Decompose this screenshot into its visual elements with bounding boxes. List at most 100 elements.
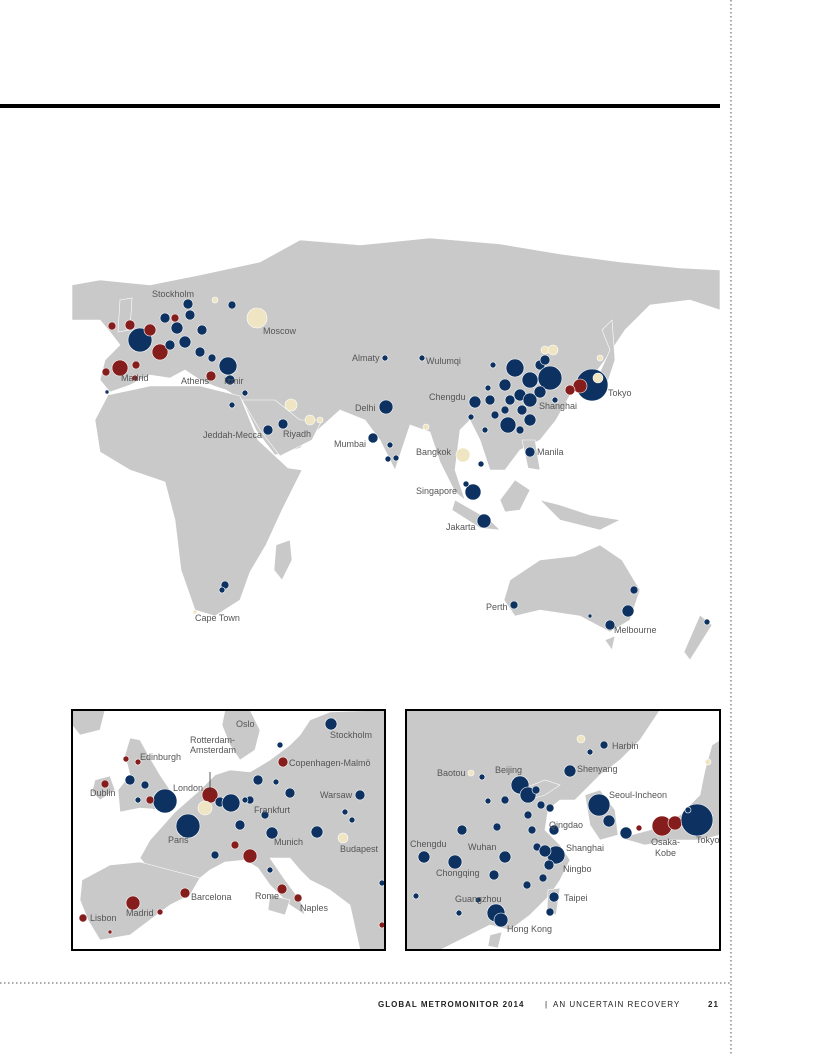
metro-marker bbox=[228, 401, 236, 409]
metro-marker bbox=[277, 756, 289, 768]
metro-marker bbox=[277, 418, 289, 430]
metro-marker bbox=[478, 773, 486, 781]
city-label: Taipei bbox=[564, 893, 588, 903]
metro-marker bbox=[587, 793, 611, 817]
metro-marker bbox=[515, 425, 525, 435]
metro-marker bbox=[218, 586, 226, 594]
metro-marker bbox=[341, 808, 349, 816]
header-rule bbox=[0, 104, 720, 108]
city-label: Naples bbox=[300, 903, 329, 913]
metro-marker bbox=[500, 795, 510, 805]
metro-marker bbox=[170, 313, 180, 323]
city-label: Munich bbox=[274, 837, 303, 847]
metro-marker bbox=[207, 353, 217, 363]
metro-marker bbox=[484, 384, 492, 392]
metro-marker bbox=[635, 824, 643, 832]
city-label: Izmir bbox=[224, 376, 244, 386]
city-label: Madrid bbox=[121, 373, 149, 383]
metro-marker bbox=[467, 413, 475, 421]
metro-marker bbox=[522, 880, 532, 890]
page-number: 21 bbox=[708, 1000, 719, 1009]
metro-marker bbox=[178, 335, 192, 349]
metro-marker bbox=[533, 385, 547, 399]
city-label: Paris bbox=[168, 835, 189, 845]
metro-marker bbox=[230, 840, 240, 850]
city-label: Hong Kong bbox=[507, 924, 552, 934]
metro-marker bbox=[304, 414, 316, 426]
metro-marker bbox=[134, 758, 142, 766]
metro-marker bbox=[548, 824, 560, 836]
metro-marker bbox=[602, 814, 616, 828]
metro-marker bbox=[539, 354, 551, 366]
asia-inset-frame bbox=[405, 709, 721, 951]
metro-marker bbox=[527, 825, 537, 835]
europe-inset-map bbox=[72, 710, 385, 950]
city-label: Budapest bbox=[340, 844, 379, 854]
metro-marker bbox=[422, 423, 430, 431]
metro-marker bbox=[276, 883, 288, 895]
city-label: Baotou bbox=[437, 768, 466, 778]
city-label: Melbourne bbox=[614, 625, 657, 635]
metro-marker bbox=[242, 848, 258, 864]
metro-marker bbox=[107, 321, 117, 331]
metro-marker bbox=[107, 929, 113, 935]
city-label: Madrid bbox=[126, 908, 154, 918]
metro-marker bbox=[284, 787, 296, 799]
metro-marker bbox=[145, 795, 155, 805]
footer-title: GLOBAL METROMONITOR 2014 bbox=[378, 1000, 524, 1009]
city-label: Osaka- bbox=[651, 837, 680, 847]
metro-marker bbox=[619, 826, 633, 840]
metro-marker bbox=[348, 816, 356, 824]
city-label: Tokyo bbox=[608, 388, 632, 398]
metro-marker bbox=[537, 365, 563, 391]
metro-marker bbox=[211, 296, 219, 304]
city-label: Qingdao bbox=[549, 820, 583, 830]
footer-subtitle: AN UNCERTAIN RECOVERY bbox=[553, 1000, 680, 1009]
metro-marker bbox=[563, 764, 577, 778]
metro-marker bbox=[131, 360, 141, 370]
metro-marker bbox=[324, 717, 338, 731]
metro-marker bbox=[170, 321, 184, 335]
metro-marker bbox=[310, 825, 324, 839]
city-label: Harbin bbox=[612, 741, 639, 751]
footer-separator: | bbox=[545, 1000, 548, 1009]
metro-marker bbox=[272, 778, 280, 786]
metro-marker bbox=[521, 371, 539, 389]
metro-marker bbox=[596, 354, 604, 362]
city-label: Perth bbox=[486, 602, 508, 612]
metro-marker bbox=[531, 785, 541, 795]
city-label: Amsterdam bbox=[190, 745, 236, 755]
metro-marker bbox=[476, 513, 492, 529]
city-label: Dublin bbox=[90, 788, 116, 798]
city-label: Manila bbox=[537, 447, 564, 457]
city-label: Rome bbox=[255, 891, 279, 901]
metro-marker bbox=[265, 826, 279, 840]
metro-marker bbox=[386, 441, 394, 449]
metro-marker bbox=[500, 405, 510, 415]
metro-marker bbox=[378, 879, 385, 887]
metro-marker bbox=[667, 815, 683, 831]
city-label: Seoul-Incheon bbox=[609, 790, 667, 800]
city-label: Ningbo bbox=[563, 864, 592, 874]
metro-marker bbox=[192, 609, 198, 615]
metro-marker bbox=[599, 740, 609, 750]
metro-marker bbox=[545, 803, 555, 813]
metro-marker bbox=[538, 873, 548, 883]
metro-marker bbox=[111, 359, 129, 377]
metro-marker bbox=[100, 779, 110, 789]
metro-marker bbox=[484, 394, 496, 406]
city-label: Edinburgh bbox=[140, 752, 181, 762]
metro-marker bbox=[179, 887, 191, 899]
city-label: Almaty bbox=[352, 353, 380, 363]
metro-marker bbox=[548, 891, 560, 903]
city-label: Bangkok bbox=[416, 447, 452, 457]
city-label: Chengdu bbox=[429, 392, 466, 402]
metro-marker bbox=[467, 769, 475, 777]
metro-marker bbox=[182, 298, 194, 310]
metro-marker bbox=[241, 389, 249, 397]
metro-marker bbox=[490, 410, 500, 420]
city-label: Tokyo bbox=[696, 835, 720, 845]
metro-marker bbox=[498, 850, 512, 864]
metro-marker bbox=[474, 896, 482, 904]
